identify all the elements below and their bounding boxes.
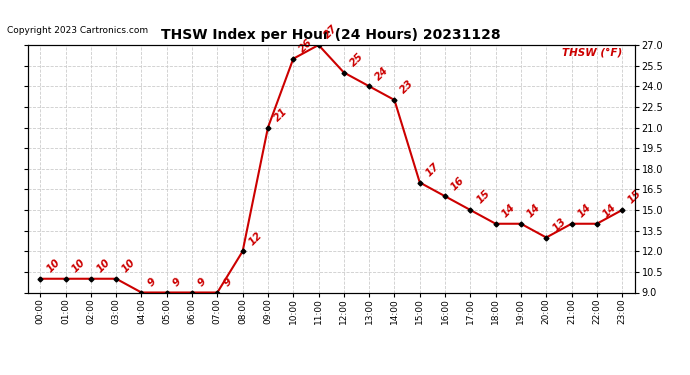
Text: 17: 17 — [424, 161, 441, 178]
Text: 26: 26 — [297, 37, 315, 55]
Text: 14: 14 — [500, 202, 517, 220]
Text: 25: 25 — [348, 51, 365, 68]
Text: 10: 10 — [44, 257, 61, 274]
Text: 12: 12 — [247, 230, 264, 247]
Text: 9: 9 — [146, 276, 158, 288]
Text: 10: 10 — [120, 257, 137, 274]
Text: 15: 15 — [475, 189, 492, 206]
Text: 15: 15 — [627, 189, 644, 206]
Text: 24: 24 — [373, 65, 391, 82]
Title: THSW Index per Hour (24 Hours) 20231128: THSW Index per Hour (24 Hours) 20231128 — [161, 28, 501, 42]
Text: 13: 13 — [551, 216, 568, 233]
Text: 10: 10 — [70, 257, 87, 274]
Text: 16: 16 — [449, 175, 466, 192]
Text: 14: 14 — [525, 202, 542, 220]
Text: 27: 27 — [323, 24, 340, 41]
Text: 9: 9 — [221, 276, 234, 288]
Text: 9: 9 — [171, 276, 183, 288]
Text: Copyright 2023 Cartronics.com: Copyright 2023 Cartronics.com — [7, 26, 148, 35]
Text: 9: 9 — [196, 276, 208, 288]
Text: 14: 14 — [601, 202, 618, 220]
Text: 14: 14 — [575, 202, 593, 220]
Text: 10: 10 — [95, 257, 112, 274]
Text: 21: 21 — [272, 106, 289, 123]
Text: 23: 23 — [399, 78, 416, 96]
Text: THSW (°F): THSW (°F) — [562, 48, 622, 57]
